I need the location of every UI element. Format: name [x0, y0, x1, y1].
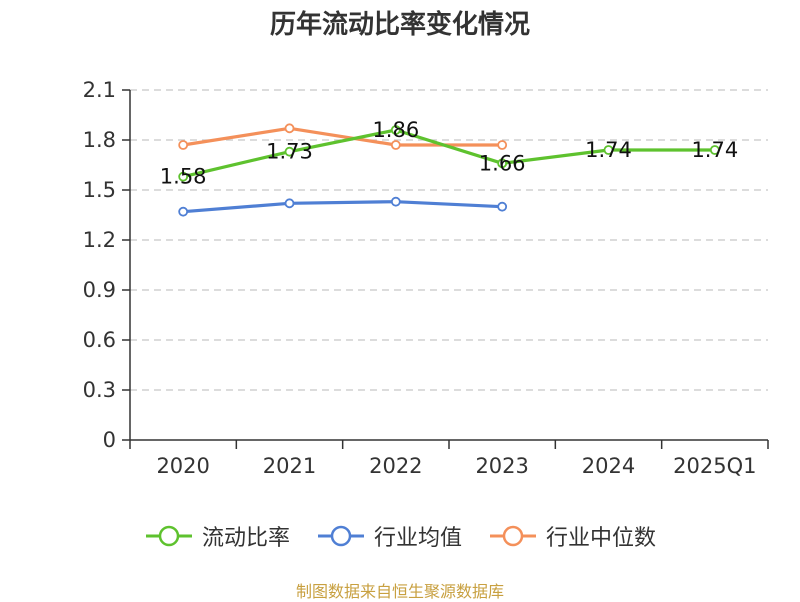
y-tick-label: 0.9 [83, 278, 116, 302]
y-tick-label: 1.8 [83, 128, 116, 152]
legend-label: 行业均值 [373, 526, 462, 551]
data-label: 1.73 [266, 140, 313, 164]
data-point [390, 140, 401, 150]
y-tick-label: 0 [103, 428, 116, 452]
legend-marker-icon [145, 525, 192, 547]
series-line [182, 126, 503, 147]
x-tick-label: 2021 [263, 454, 316, 478]
data-label: 1.74 [585, 138, 632, 162]
series-line [183, 200, 503, 214]
data-point [178, 206, 189, 217]
x-tick-label: 2022 [369, 454, 422, 478]
legend-marker-icon [317, 525, 364, 547]
legend-item[interactable]: 行业均值 [316, 520, 462, 552]
legend-label: 流动比率 [201, 526, 290, 551]
data-point [709, 145, 720, 155]
data-label: 1.58 [160, 165, 207, 189]
legend-item[interactable]: 流动比率 [144, 520, 290, 552]
series-industry-mean [178, 196, 508, 217]
legend: 流动比率 行业均值 行业中位数 [0, 520, 800, 552]
data-labels: 1.58 1.73 1.86 1.66 1.74 1.74 [160, 118, 738, 189]
y-tick-label: 2.1 [83, 78, 116, 102]
data-point [390, 125, 401, 135]
data-point [178, 140, 189, 150]
y-tick-label: 1.2 [83, 228, 116, 252]
data-label: 1.74 [691, 138, 738, 162]
data-label: 1.86 [372, 118, 419, 142]
axes: 0 0.3 0.6 0.9 1.2 1.5 1.8 2.1 2020 2021 2022 2023 20… [83, 78, 769, 478]
x-tick-label: 2023 [475, 454, 528, 478]
data-point [390, 196, 401, 207]
legend-label: 行业中位数 [546, 526, 657, 551]
data-point [603, 145, 614, 155]
data-point [284, 146, 295, 157]
x-tick-label: 2024 [582, 454, 635, 478]
legend-marker-icon [490, 525, 536, 547]
series-current-ratio [178, 125, 720, 182]
source-note: 制图数据来自恒生聚源数据库 [295, 582, 504, 601]
data-point [497, 201, 508, 212]
data-point [497, 140, 508, 150]
x-tick-label: 2025Q1 [673, 454, 756, 478]
data-point [497, 158, 508, 169]
y-tick-label: 0.6 [83, 328, 116, 352]
legend-item[interactable]: 行业中位数 [488, 520, 656, 552]
data-point [284, 198, 295, 209]
series-line [182, 128, 715, 179]
chart-title: 历年流动比率变化情况 [269, 10, 530, 40]
series-lines [178, 123, 720, 217]
data-label: 1.66 [479, 151, 526, 175]
grid-lines [130, 89, 768, 391]
x-tick-label: 2020 [156, 454, 209, 478]
series-industry-median [178, 123, 508, 150]
y-tick-label: 0.3 [83, 378, 116, 402]
y-tick-label: 1.5 [83, 178, 116, 202]
data-point [178, 171, 189, 182]
data-point [284, 123, 295, 134]
